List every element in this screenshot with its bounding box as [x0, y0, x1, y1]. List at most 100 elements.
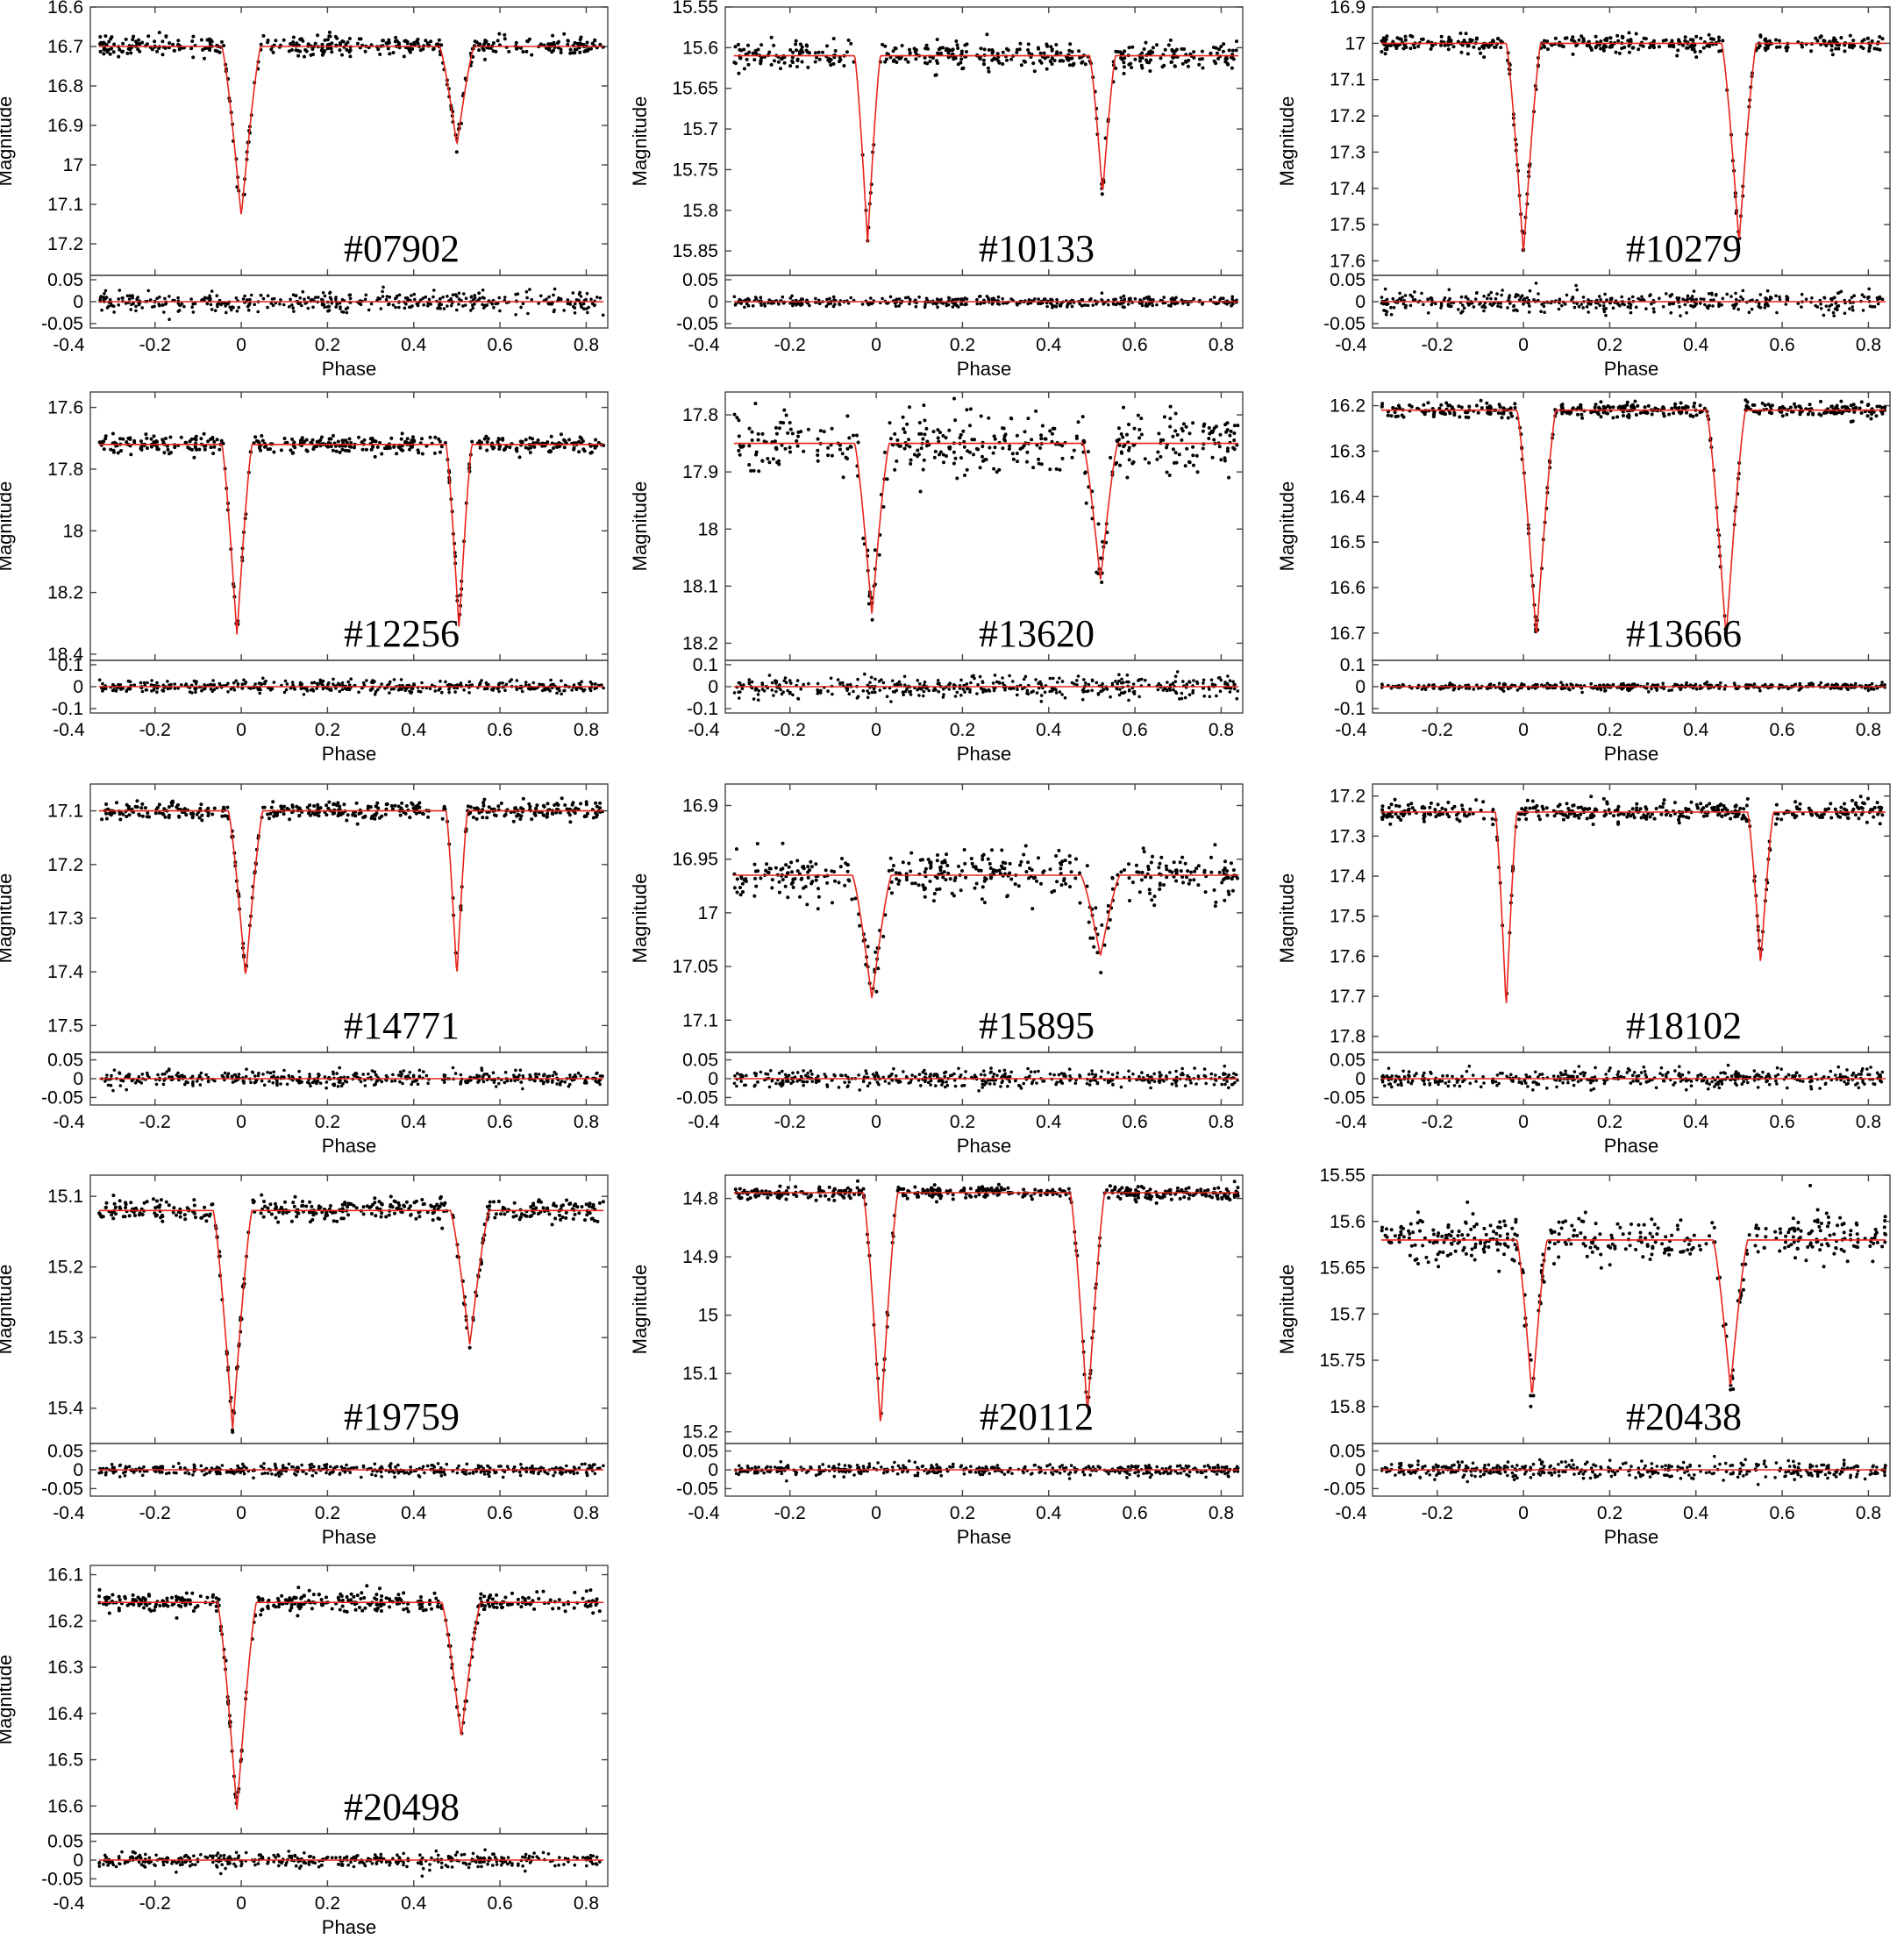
data-point	[1173, 411, 1178, 416]
data-point	[168, 452, 171, 456]
data-point	[1451, 45, 1456, 49]
data-point	[530, 53, 534, 57]
y-tick-label: 15.55	[672, 0, 718, 18]
data-point	[754, 450, 759, 454]
residual-point	[447, 682, 452, 687]
residual-point	[740, 687, 745, 690]
data-point	[1622, 46, 1627, 49]
data-point	[1410, 34, 1415, 39]
data-point	[1878, 35, 1882, 39]
residual-point	[948, 681, 952, 686]
residual-point	[1016, 688, 1019, 691]
residual-point	[253, 303, 257, 307]
data-point	[1001, 62, 1005, 66]
y-tick-label: 16.9	[1330, 0, 1366, 18]
data-point	[922, 403, 926, 408]
residual-point	[131, 294, 134, 298]
data-point	[990, 51, 995, 55]
data-point	[908, 47, 911, 52]
data-point	[732, 412, 737, 417]
data-point	[1409, 404, 1414, 409]
data-point	[790, 431, 795, 436]
data-point	[754, 453, 758, 457]
data-point	[1491, 39, 1495, 44]
residual-point	[1507, 296, 1511, 300]
residual-point	[278, 302, 282, 306]
residual-point	[1101, 688, 1104, 693]
residual-tick-label: 0.1	[58, 655, 83, 675]
data-point	[528, 451, 532, 454]
residual-points	[98, 285, 605, 322]
data-point	[883, 60, 888, 64]
lightcurve-panel-13666: 16.216.316.416.516.616.70.10-0.1-0.4 -0.2…	[1276, 391, 1891, 765]
data-point	[1050, 48, 1054, 53]
data-point	[1022, 444, 1026, 448]
data-point	[1457, 404, 1461, 409]
data-point	[107, 39, 111, 44]
residual-point	[203, 298, 206, 303]
data-point	[491, 41, 496, 45]
residual-point	[1685, 310, 1688, 315]
data-point	[389, 436, 394, 440]
residual-point	[290, 681, 295, 684]
residual-point	[747, 681, 751, 685]
residual-point	[1055, 297, 1059, 302]
residual-point	[1045, 304, 1049, 309]
residual-point	[1542, 304, 1546, 309]
residual-point	[237, 305, 241, 310]
data-point	[935, 38, 939, 41]
residual-point	[981, 690, 985, 694]
residual-point	[1686, 297, 1689, 301]
data-point	[893, 467, 897, 472]
residual-point	[428, 687, 432, 690]
residual-point	[145, 688, 149, 692]
residual-point	[100, 308, 103, 312]
data-point	[1634, 413, 1638, 417]
data-point	[259, 448, 262, 453]
residual-point	[146, 681, 149, 685]
residual-point	[814, 296, 817, 301]
data-point	[1236, 424, 1240, 428]
data-point	[919, 446, 923, 451]
data-point	[156, 447, 160, 452]
data-point	[212, 445, 217, 449]
data-point	[362, 438, 367, 442]
residual-point	[888, 295, 893, 299]
data-point	[1466, 44, 1471, 48]
residual-point	[487, 682, 490, 687]
data-point	[1684, 404, 1688, 409]
data-point	[937, 52, 940, 56]
data-point	[908, 405, 911, 410]
data-point	[494, 49, 498, 53]
residual-point	[1090, 678, 1095, 682]
residual-point	[467, 691, 471, 695]
residual-point	[328, 290, 332, 295]
data-point	[525, 39, 530, 44]
residual-point	[1152, 298, 1155, 302]
data-point	[892, 58, 896, 62]
residual-point	[433, 689, 438, 693]
data-point	[963, 474, 966, 477]
data-point	[750, 438, 754, 442]
residual-point	[481, 296, 485, 300]
residual-point	[369, 688, 373, 692]
data-point	[959, 57, 964, 61]
data-point	[1840, 411, 1844, 416]
residual-point	[1739, 295, 1743, 299]
data-point	[98, 35, 103, 39]
data-point	[357, 435, 360, 439]
data-point	[912, 453, 916, 457]
data-point	[1875, 46, 1879, 51]
residual-point	[1734, 291, 1737, 296]
residual-point	[1228, 679, 1232, 682]
data-point	[947, 48, 952, 53]
data-point	[1118, 463, 1122, 467]
data-point	[1621, 36, 1625, 39]
data-point	[1219, 45, 1223, 49]
data-point	[1100, 192, 1104, 196]
residual-point	[1070, 304, 1074, 309]
residual-point	[774, 689, 778, 694]
data-point	[795, 65, 799, 68]
data-point	[877, 552, 881, 557]
data-point	[987, 416, 991, 420]
